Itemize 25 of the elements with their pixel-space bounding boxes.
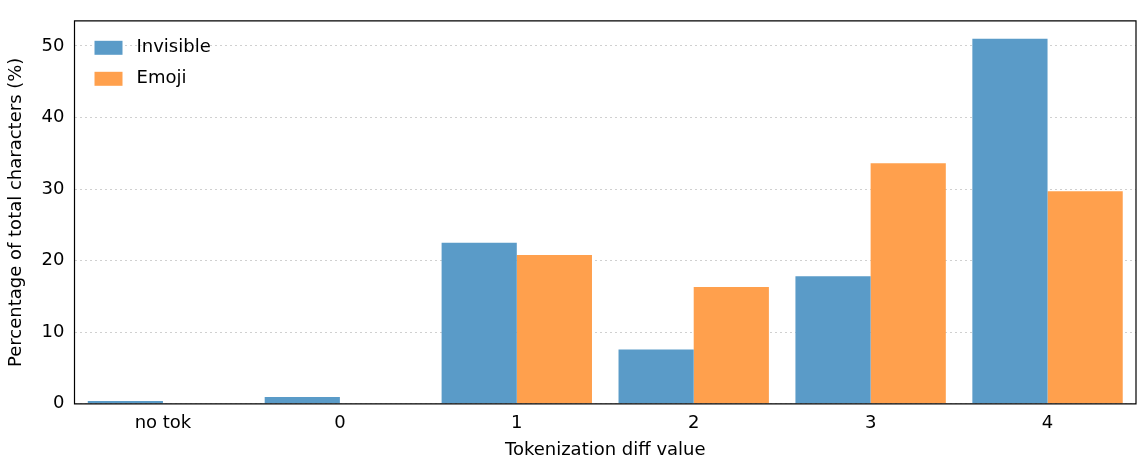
y-axis-title: Percentage of total characters (%) — [4, 57, 26, 367]
x-tick-label: 0 — [334, 411, 346, 433]
y-tick-label: 20 — [41, 248, 65, 270]
y-tick-label: 0 — [53, 391, 65, 413]
legend-label: Emoji — [136, 66, 187, 88]
legend-label: Invisible — [136, 35, 211, 57]
bar — [972, 38, 1048, 404]
x-tick-label: 1 — [511, 411, 523, 433]
bar — [441, 242, 517, 404]
bar — [516, 254, 592, 404]
bar — [264, 397, 340, 404]
x-axis-title: Tokenization diff value — [503, 437, 706, 459]
y-tick-label: 40 — [41, 105, 65, 127]
x-tick-label: no tok — [134, 411, 192, 433]
x-tick-label: 4 — [1041, 411, 1054, 433]
bar — [1047, 191, 1123, 404]
x-tick-label: 2 — [687, 411, 700, 433]
bar — [795, 276, 871, 404]
y-tick-label: 10 — [41, 319, 65, 341]
bar — [693, 287, 769, 404]
bar — [870, 163, 946, 404]
y-tick-label: 50 — [41, 33, 65, 55]
y-tick-label: 30 — [41, 176, 65, 198]
bar — [618, 349, 694, 404]
x-tick-label: 3 — [864, 411, 877, 433]
